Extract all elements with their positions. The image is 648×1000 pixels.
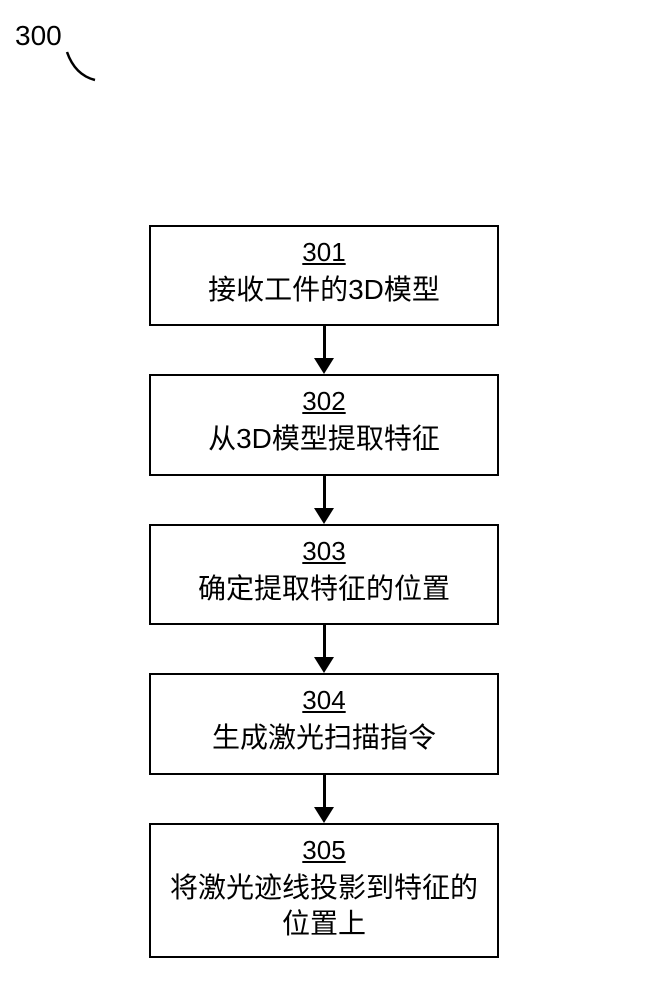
flow-step-305: 305 将激光迹线投影到特征的位置上	[149, 823, 499, 959]
flow-arrow	[314, 476, 334, 524]
step-text: 接收工件的3D模型	[208, 274, 440, 305]
step-number: 303	[161, 536, 487, 567]
step-number: 304	[161, 685, 487, 716]
step-text: 将激光迹线投影到特征的位置上	[170, 872, 478, 939]
step-number: 302	[161, 386, 487, 417]
figure-label: 300	[15, 20, 62, 52]
step-number: 305	[161, 835, 487, 866]
flow-arrow	[314, 625, 334, 673]
arrow-head-icon	[314, 358, 334, 374]
flow-step-304: 304 生成激光扫描指令	[149, 673, 499, 774]
step-text: 生成激光扫描指令	[212, 722, 436, 753]
arrow-head-icon	[314, 508, 334, 524]
arrow-line	[323, 775, 326, 807]
figure-label-pointer	[65, 50, 105, 90]
flow-arrow	[314, 326, 334, 374]
flowchart-container: 301 接收工件的3D模型 302 从3D模型提取特征 303 确定提取特征的位…	[149, 225, 499, 958]
flow-step-301: 301 接收工件的3D模型	[149, 225, 499, 326]
step-text: 从3D模型提取特征	[208, 423, 440, 454]
step-number: 301	[161, 237, 487, 268]
flow-step-303: 303 确定提取特征的位置	[149, 524, 499, 625]
arrow-line	[323, 326, 326, 358]
arrow-line	[323, 625, 326, 657]
flow-step-302: 302 从3D模型提取特征	[149, 374, 499, 475]
arrow-head-icon	[314, 807, 334, 823]
arrow-head-icon	[314, 657, 334, 673]
flow-arrow	[314, 775, 334, 823]
step-text: 确定提取特征的位置	[198, 573, 450, 604]
arrow-line	[323, 476, 326, 508]
